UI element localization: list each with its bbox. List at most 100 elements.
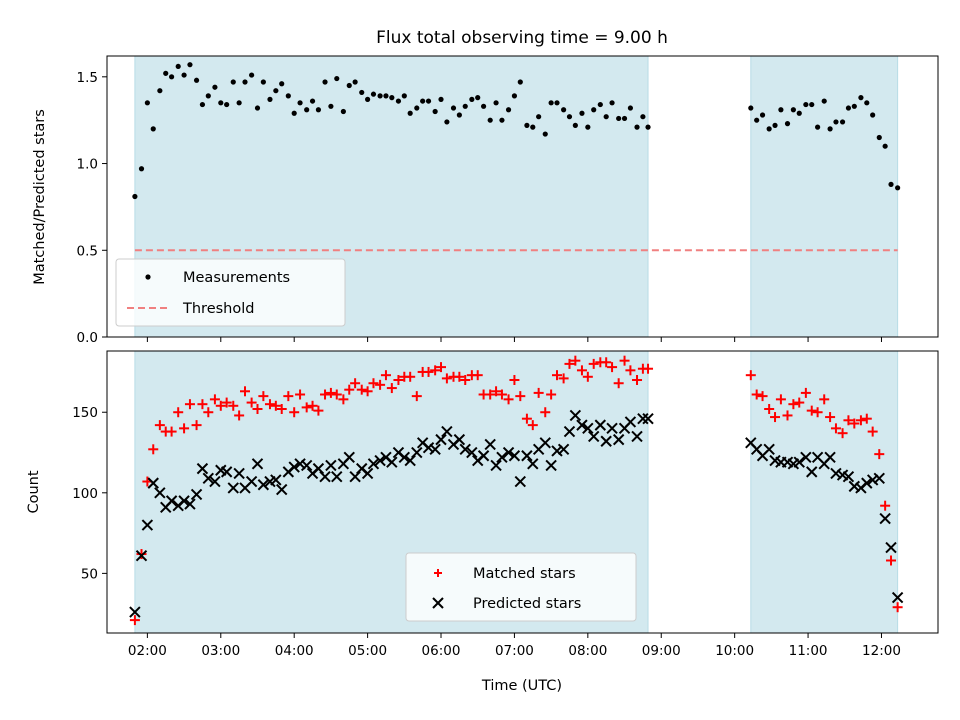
measurement-point [432, 108, 438, 115]
count-y-tick-label: 150 [72, 405, 98, 421]
measurement-point [346, 82, 352, 89]
measurement-point [230, 79, 236, 85]
measurement-point [554, 100, 560, 106]
measurement-point [175, 63, 181, 70]
measurement-points [132, 62, 901, 200]
predicted-star-point [411, 446, 423, 459]
measurement-point [304, 107, 310, 113]
matched-star-point [757, 391, 768, 402]
measurement-point [224, 101, 230, 108]
threshold-legend-label: Threshold [182, 301, 254, 317]
count-x-tick-label: 06:00 [422, 643, 461, 659]
matched-star-point [825, 412, 836, 423]
measurement-point [315, 107, 322, 113]
matched-star-point [472, 370, 483, 381]
predicted-star-point [545, 459, 557, 472]
matched-star-point [356, 384, 367, 395]
measurement-point [187, 62, 193, 68]
measurement-point [401, 93, 407, 99]
predicted-star-point [484, 438, 496, 451]
matched-star-point [849, 418, 860, 429]
predicted-star-point [288, 461, 300, 473]
matched-star-point [558, 373, 569, 384]
measurement-point [163, 70, 169, 76]
ratio-panel: 0.0 0.5 1.0 1.5 Flux total observing time =… [32, 28, 939, 346]
predicted-star-point [606, 422, 618, 435]
predicted-star-point [233, 467, 245, 480]
matched-star-point [276, 404, 287, 415]
count-x-tick-label: 12:00 [862, 643, 901, 659]
measurement-point [627, 105, 634, 111]
predicted-star-point [429, 443, 441, 456]
matched-star-point [441, 373, 452, 384]
predicted-star-point [624, 416, 637, 428]
matched-stars-points [129, 355, 903, 626]
matched-star-point [423, 366, 434, 377]
predicted-star-point [861, 477, 873, 489]
measurement-point [888, 181, 894, 187]
predicted-star-point [245, 475, 258, 488]
matched-star-point [643, 363, 654, 374]
matched-star-point [745, 370, 756, 381]
measurement-point [450, 105, 457, 111]
measurement-point [157, 88, 163, 94]
measurement-point [438, 96, 444, 102]
matched-star-point [148, 444, 159, 455]
matched-star-point [405, 371, 416, 382]
predicted-star-point [576, 419, 588, 431]
predicted-star-point [270, 474, 282, 486]
ratio-y-tick-label: 1.5 [77, 70, 98, 86]
predicted-star-point [374, 454, 386, 467]
measurement-point [645, 124, 651, 130]
measurement-point [864, 100, 870, 106]
matched-star-point [751, 389, 762, 400]
measurement-point [499, 117, 505, 123]
measurement-point [242, 79, 248, 85]
predicted-star-point [508, 450, 521, 462]
measurement-point [328, 103, 334, 109]
chart-title: Flux total observing time = 9.00 h [376, 28, 668, 48]
count-panel-frame [106, 350, 939, 634]
measurement-point [876, 134, 882, 141]
predicted-star-point [154, 487, 166, 499]
matched-star-point [191, 420, 202, 431]
predicted-star-point [885, 541, 897, 554]
predicted-star-point [527, 458, 539, 470]
predicted-star-point [459, 443, 471, 456]
observing-window-2 [750, 350, 899, 634]
matched-star-point [782, 410, 793, 421]
matched-star-point [173, 407, 184, 418]
matched-star-point [625, 365, 636, 376]
measurement-point [640, 114, 646, 120]
predicted-star-point [477, 450, 490, 462]
matched-legend-label: Matched stars [473, 566, 576, 582]
matched-star-point [283, 391, 294, 402]
count-x-tick-label: 08:00 [568, 643, 607, 659]
predicted-star-point [453, 433, 466, 446]
measurement-point [205, 93, 211, 99]
measurement-point [359, 89, 365, 96]
predicted-star-point [386, 456, 398, 468]
ratio-y-tick-label: 0.0 [77, 330, 98, 346]
matched-star-point [800, 387, 811, 398]
measurements-legend-marker [145, 274, 151, 280]
predicted-star-point [312, 462, 325, 475]
matched-star-point [338, 394, 349, 405]
matched-star-point [491, 386, 502, 397]
predicted-star-point [763, 443, 775, 456]
matched-star-point [295, 389, 306, 400]
matched-star-point [197, 399, 208, 410]
predicted-star-point [190, 488, 203, 501]
matched-star-point [880, 500, 891, 511]
measurement-point [821, 98, 827, 104]
measurement-point [772, 122, 778, 128]
predicted-star-point [300, 459, 313, 472]
measurement-point [766, 126, 772, 132]
matched-star-point [240, 386, 251, 397]
measurement-point [784, 121, 791, 127]
predicted-star-point [848, 480, 861, 493]
predicted-star-point [800, 451, 812, 464]
measurement-point [839, 119, 846, 125]
predicted-star-point [588, 430, 600, 443]
